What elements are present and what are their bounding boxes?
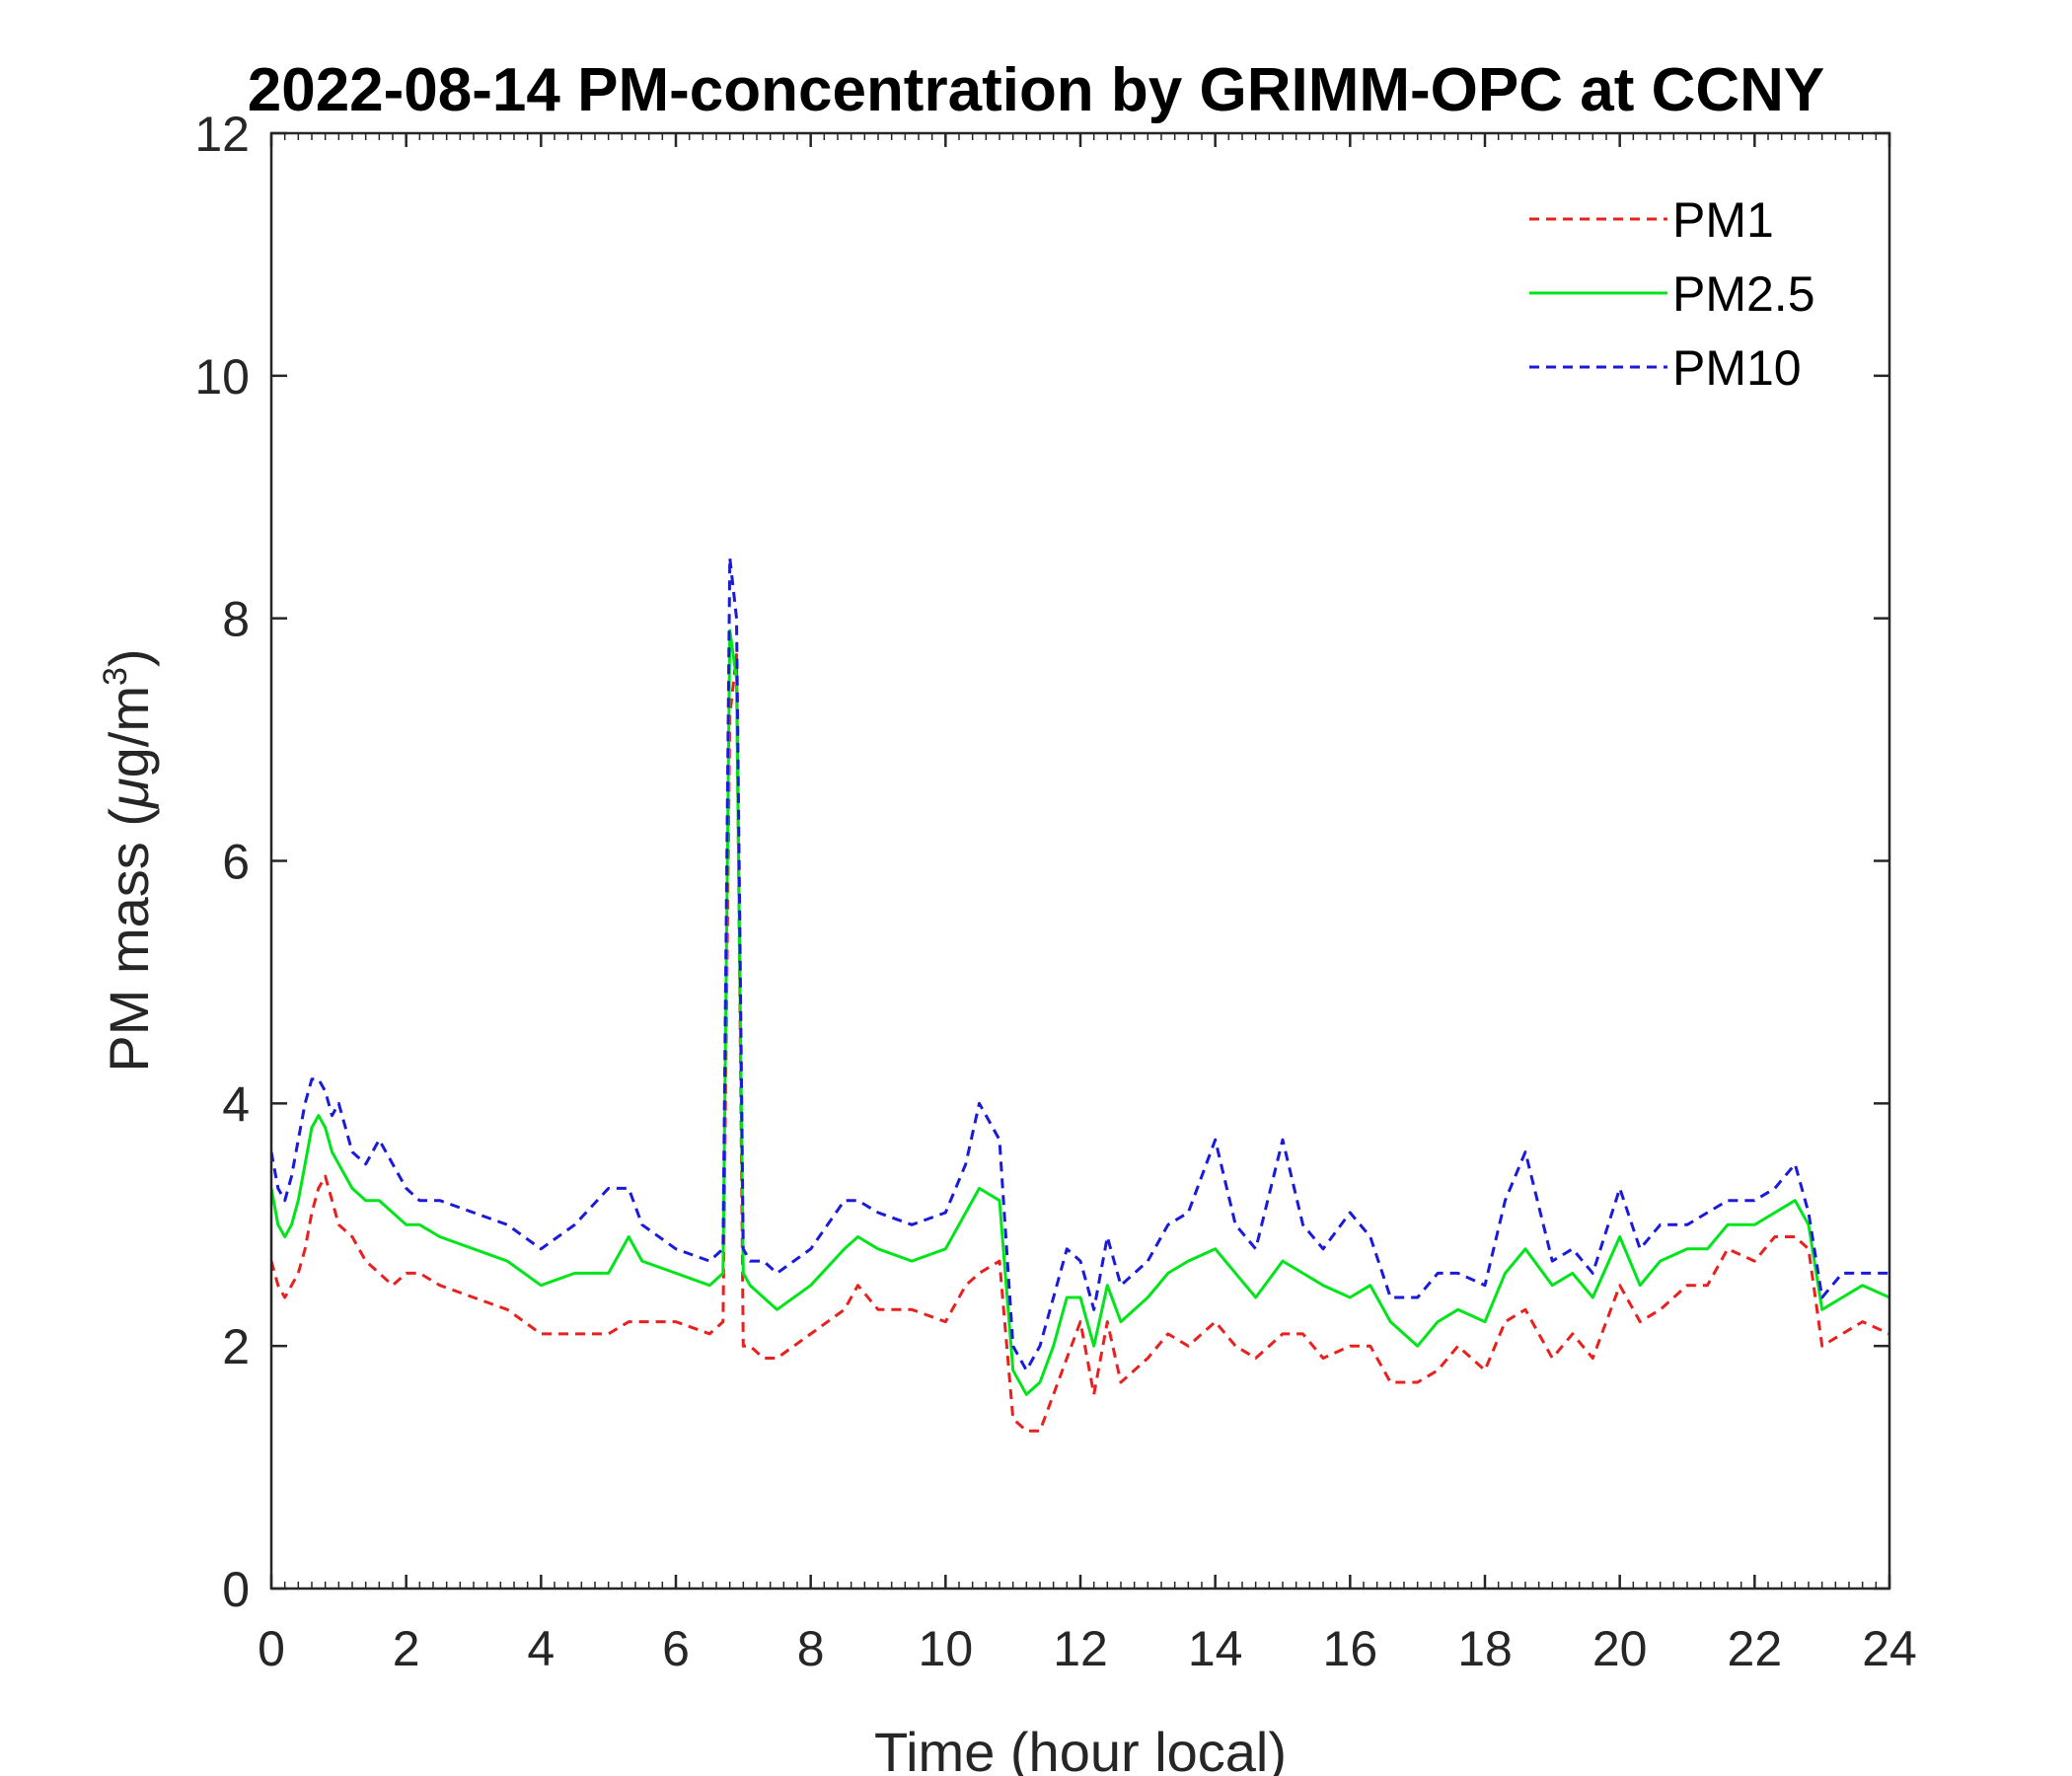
- x-tick-label: 2: [393, 1621, 420, 1676]
- legend-label-pm25: PM2.5: [1672, 266, 1815, 322]
- y-axis-label-prefix: PM mass (: [98, 808, 160, 1073]
- y-axis-label: PM mass (μg/m3): [97, 648, 160, 1072]
- series-line-pm1: [271, 653, 1889, 1433]
- y-axis-label-suffix: ): [98, 648, 160, 667]
- y-axis-label-mu: μ: [98, 777, 160, 810]
- chart-title: 2022-08-14 PM-concentration by GRIMM-OPC…: [248, 56, 1825, 124]
- x-tick-label: 8: [797, 1621, 825, 1676]
- y-tick-label: 2: [222, 1319, 250, 1374]
- plot-background: [271, 133, 1889, 1589]
- x-tick-label: 24: [1862, 1621, 1917, 1676]
- x-tick-label: 14: [1188, 1621, 1243, 1676]
- series-line-pm10: [271, 555, 1889, 1372]
- x-tick-label: 12: [1053, 1621, 1108, 1676]
- y-tick-label: 8: [222, 592, 250, 647]
- x-tick-label: 18: [1457, 1621, 1513, 1676]
- y-axis-label-unit: g/m: [98, 686, 160, 777]
- y-tick-label: 4: [222, 1076, 250, 1132]
- series-layer: [271, 555, 1889, 1433]
- legend-label-pm1: PM1: [1672, 192, 1774, 248]
- legend-label-pm10: PM10: [1672, 340, 1802, 396]
- x-axis-label: Time (hour local): [874, 1721, 1287, 1776]
- legend: PM1 PM2.5 PM10: [1529, 192, 1815, 396]
- y-tick-label: 12: [194, 107, 250, 162]
- series-line-pm25: [271, 629, 1889, 1396]
- series-group: [271, 555, 1889, 1433]
- x-tick-label: 4: [527, 1621, 555, 1676]
- y-tick-label: 6: [222, 835, 250, 890]
- x-tick-label: 10: [919, 1621, 974, 1676]
- x-tick-label: 22: [1728, 1621, 1783, 1676]
- x-tick-label: 6: [662, 1621, 690, 1676]
- x-tick-label: 20: [1592, 1621, 1648, 1676]
- x-tick-label: 0: [258, 1621, 285, 1676]
- x-tick-label: 16: [1323, 1621, 1378, 1676]
- y-tick-label: 10: [194, 349, 250, 405]
- y-axis-label-exponent: 3: [97, 667, 134, 686]
- y-tick-label: 0: [222, 1562, 250, 1617]
- plot-frame: [269, 131, 1891, 1591]
